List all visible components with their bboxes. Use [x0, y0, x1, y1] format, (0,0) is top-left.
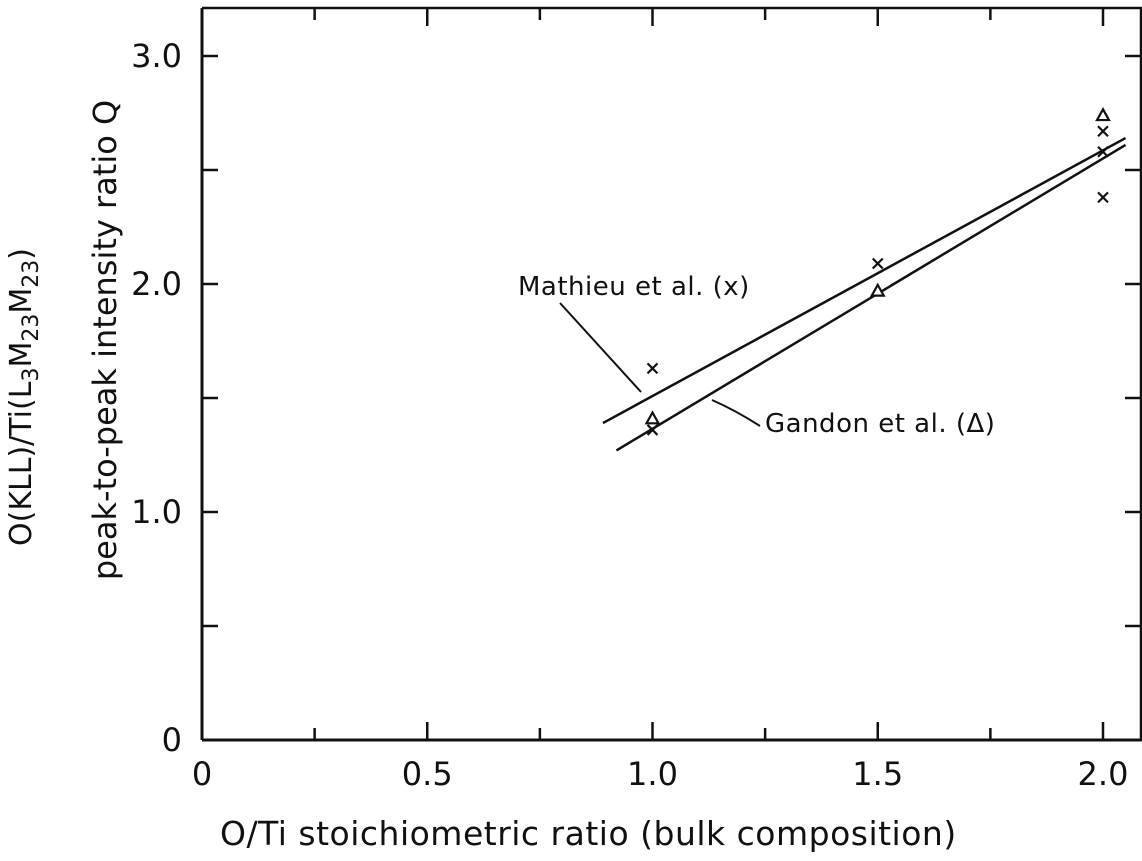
- data-point-x: [871, 257, 884, 270]
- x-marker-stroke: [1097, 191, 1109, 204]
- annotation-leaders: [559, 302, 761, 427]
- y-tick-label: 2.0: [131, 265, 182, 303]
- x-marker-stroke: [1097, 145, 1109, 158]
- x-tick-label: 0: [191, 755, 213, 793]
- data-point-triangle: [644, 410, 661, 425]
- y-axis-label-line1: O(KLL)/Ti(L3M23M23): [4, 248, 44, 546]
- x-tick-label: 2.0: [1077, 755, 1129, 793]
- fit-line-mathieu: [602, 136, 1127, 425]
- data-point-x: [646, 362, 659, 375]
- x-axis-label: O/Ti stoichiometric ratio (bulk composit…: [220, 814, 957, 853]
- x-marker-stroke: [646, 362, 659, 375]
- plot-frame: [200, 6, 1142, 742]
- data-point-triangle: [1095, 107, 1111, 122]
- data-point-x: [1097, 191, 1109, 204]
- data-markers: [644, 107, 1111, 436]
- y-tick-label: 3.0: [131, 37, 182, 75]
- fit-lines: [602, 136, 1127, 452]
- x-tick-label: 1.0: [627, 755, 678, 793]
- x-tick-label: 1.5: [852, 755, 904, 793]
- data-point-x: [646, 424, 659, 436]
- x-marker-stroke: [871, 257, 884, 270]
- leader-mathieu: [559, 302, 642, 393]
- annotation-gandon: Gandon et al. (Δ): [765, 409, 996, 439]
- axis-ticks: [202, 8, 1141, 740]
- data-point-x: [1097, 145, 1109, 158]
- y-tick-label: 1.0: [131, 493, 182, 531]
- fit-line-gandon: [615, 143, 1127, 452]
- y-axis-label-line2: peak-to-peak intensity ratio Q: [86, 99, 124, 581]
- annotation-mathieu: Mathieu et al. (x): [518, 272, 750, 302]
- x-marker-stroke: [1097, 125, 1109, 138]
- data-point-x: [1097, 125, 1109, 138]
- x-tick-label: 0.5: [401, 755, 453, 793]
- data-point-triangle: [869, 282, 886, 297]
- y-tick-label: 0: [161, 721, 182, 759]
- leader-gandon: [711, 399, 761, 427]
- x-marker-stroke: [646, 424, 659, 436]
